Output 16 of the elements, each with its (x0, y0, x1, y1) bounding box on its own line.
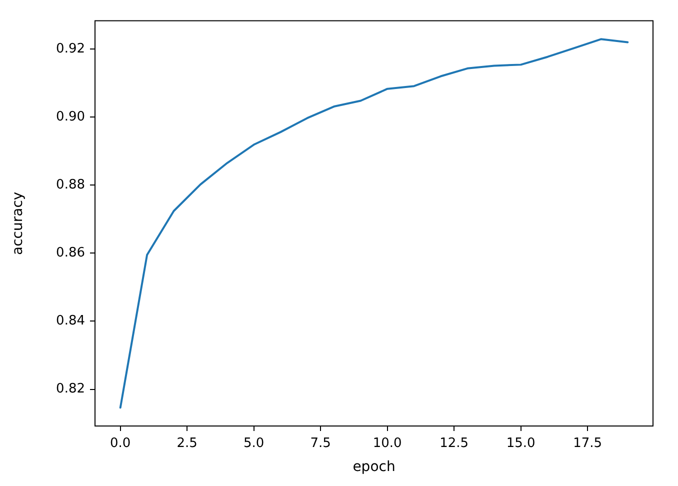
x-tick-label: 17.5 (573, 436, 602, 452)
x-tick-label: 0.0 (110, 436, 131, 452)
x-tick-label: 10.0 (372, 436, 402, 452)
x-tick-label: 15.0 (506, 436, 536, 452)
x-tick-label: 12.5 (440, 436, 469, 452)
y-tick-label: 0.84 (56, 314, 85, 329)
y-tick-label: 0.86 (56, 246, 85, 261)
x-tick-label: 5.0 (244, 436, 264, 452)
y-tick-label: 0.82 (56, 382, 85, 397)
y-axis-title: accuracy (10, 192, 26, 255)
x-tick-label: 2.5 (176, 436, 198, 452)
y-tick-label: 0.92 (56, 41, 85, 56)
x-tick-label: 7.5 (310, 436, 331, 452)
y-tick-label: 0.88 (56, 178, 85, 192)
y-tick-label: 0.90 (56, 109, 85, 124)
x-axis-title: epoch (352, 459, 396, 476)
